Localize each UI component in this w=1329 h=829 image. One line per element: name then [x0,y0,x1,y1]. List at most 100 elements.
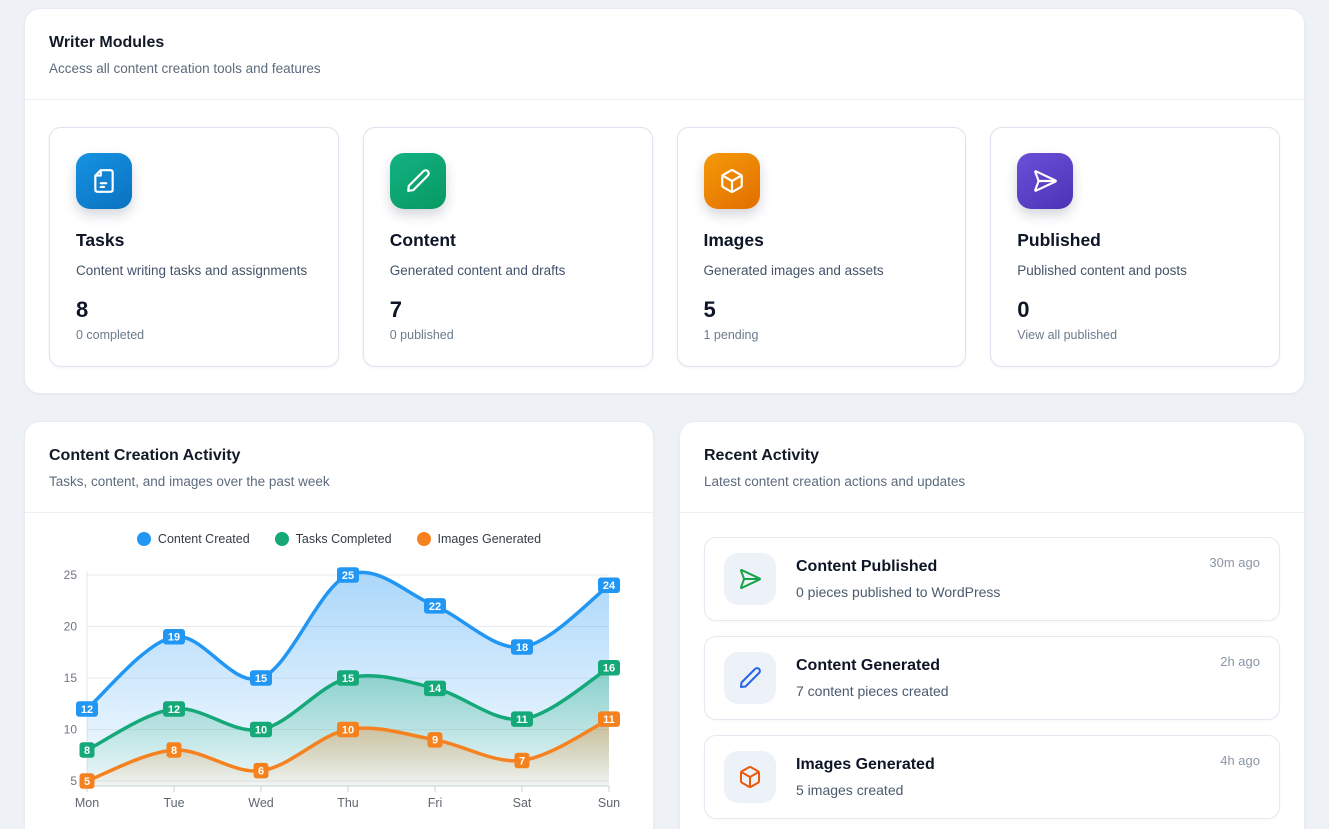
card-title: Images [703,230,764,250]
send-icon [1034,170,1058,192]
module-cards-grid: Tasks Content writing tasks and assignme… [25,100,1304,393]
svg-text:18: 18 [516,642,528,654]
activity-icon-tile [724,652,776,704]
card-count: 0 [1017,297,1030,322]
svg-text:8: 8 [171,745,177,757]
bottom-row: Content Creation Activity Tasks, content… [24,421,1305,829]
chart-panel-header: Content Creation Activity Tasks, content… [25,422,653,513]
card-title: Content [389,230,456,250]
svg-text:Wed: Wed [248,796,274,810]
panel-title: Content Creation Activity [49,447,241,464]
legend-item-0[interactable]: Content Created [136,531,250,546]
svg-text:Sat: Sat [513,796,532,810]
card-sublabel: 0 completed [76,328,145,342]
svg-text:6: 6 [258,766,264,778]
legend-item-2[interactable]: Images Generated [416,531,542,546]
pencil-icon [740,667,761,688]
card-sublabel: 1 pending [703,328,759,342]
panel-title: Writer Modules [49,34,165,51]
svg-text:10: 10 [342,724,354,736]
legend-dot [136,531,151,546]
card-description: Published content and posts [1017,263,1187,278]
legend-label: Content Created [157,531,250,546]
cube-icon [740,766,760,788]
recent-panel-header: Recent Activity Latest content creation … [680,422,1304,513]
cube-icon [720,169,743,193]
panel-subtitle: Tasks, content, and images over the past… [49,474,330,489]
svg-text:16: 16 [603,663,615,675]
card-count: 7 [389,297,402,322]
svg-text:Fri: Fri [428,796,443,810]
writer-modules-panel: Writer Modules Access all content creati… [24,8,1305,394]
svg-text:25: 25 [342,570,354,582]
file-icon [94,169,114,193]
tasks-tile [76,153,132,209]
card-title: Published [1017,230,1101,250]
card-description: Content writing tasks and assignments [76,263,308,278]
card-count: 8 [76,297,89,322]
content-creation-activity-panel: Content Creation Activity Tasks, content… [24,421,654,829]
activity-timestamp: 30m ago [1209,555,1260,570]
panel-subtitle: Latest content creation actions and upda… [704,474,966,489]
recent-activity-list: Content Published 0 pieces published to … [680,513,1304,829]
svg-text:5: 5 [84,776,90,788]
card-sublabel: View all published [1017,328,1118,342]
svg-text:11: 11 [603,714,615,726]
svg-text:Mon: Mon [75,796,99,810]
svg-text:15: 15 [255,673,267,685]
svg-text:Sun: Sun [598,796,620,810]
card-description: Generated images and assets [703,263,884,278]
send-icon [740,569,761,589]
svg-text:11: 11 [516,714,528,726]
svg-text:7: 7 [519,755,525,767]
svg-text:10: 10 [255,724,267,736]
card-title: Tasks [76,230,125,250]
activity-title: Content Published [796,558,938,575]
activity-icon-tile [724,751,776,803]
pencil-icon [406,169,430,192]
svg-text:25: 25 [64,568,78,582]
svg-text:24: 24 [603,580,616,592]
svg-text:14: 14 [429,683,442,695]
activity-line-chart: 5 10 15 20 25 Mon Tue Wed Thu Fri Sat Sun 12 19 15 25 22… [64,567,620,810]
svg-text:10: 10 [64,723,78,737]
legend-dot [274,531,289,546]
svg-text:5: 5 [70,774,77,788]
activity-timestamp: 2h ago [1220,654,1260,669]
card-count: 5 [703,297,716,322]
activity-item-content-generated[interactable]: Content Generated 7 content pieces creat… [704,636,1280,720]
svg-text:15: 15 [342,673,354,685]
activity-item-images-generated[interactable]: Images Generated 5 images created 4h ago [704,735,1280,819]
svg-text:20: 20 [64,620,78,634]
module-card-content[interactable]: Content Generated content and drafts 7 0… [362,127,653,367]
activity-description: 5 images created [796,782,904,798]
legend-label: Tasks Completed [295,531,392,546]
svg-text:Tue: Tue [163,796,184,810]
module-card-images[interactable]: Images Generated images and assets 5 1 p… [676,127,967,367]
published-tile [1017,153,1074,209]
svg-text:22: 22 [429,601,441,613]
writer-modules-header: Writer Modules Access all content creati… [25,9,1304,100]
images-tile [703,153,760,209]
activity-item-content-published[interactable]: Content Published 0 pieces published to … [704,537,1280,621]
module-card-tasks[interactable]: Tasks Content writing tasks and assignme… [49,127,339,367]
svg-text:12: 12 [81,704,93,716]
content-tile [389,153,446,209]
module-card-published[interactable]: Published Published content and posts 0 … [990,127,1280,367]
legend-item-1[interactable]: Tasks Completed [274,531,392,546]
activity-timestamp: 4h ago [1220,753,1260,768]
legend-label: Images Generated [437,531,542,546]
chart-area: Content Created Tasks Completed Images Gen… [25,513,653,829]
activity-body: Content Generated 7 content pieces creat… [796,655,1200,701]
activity-title: Content Generated [796,657,941,674]
activity-body: Content Published 0 pieces published to … [796,556,1189,602]
legend-dot [416,531,431,546]
svg-text:15: 15 [64,671,78,685]
recent-activity-panel: Recent Activity Latest content creation … [679,421,1305,829]
svg-text:9: 9 [432,735,438,747]
svg-text:12: 12 [168,704,180,716]
svg-text:8: 8 [84,745,90,757]
activity-icon-tile [724,553,776,605]
svg-text:19: 19 [168,632,180,644]
